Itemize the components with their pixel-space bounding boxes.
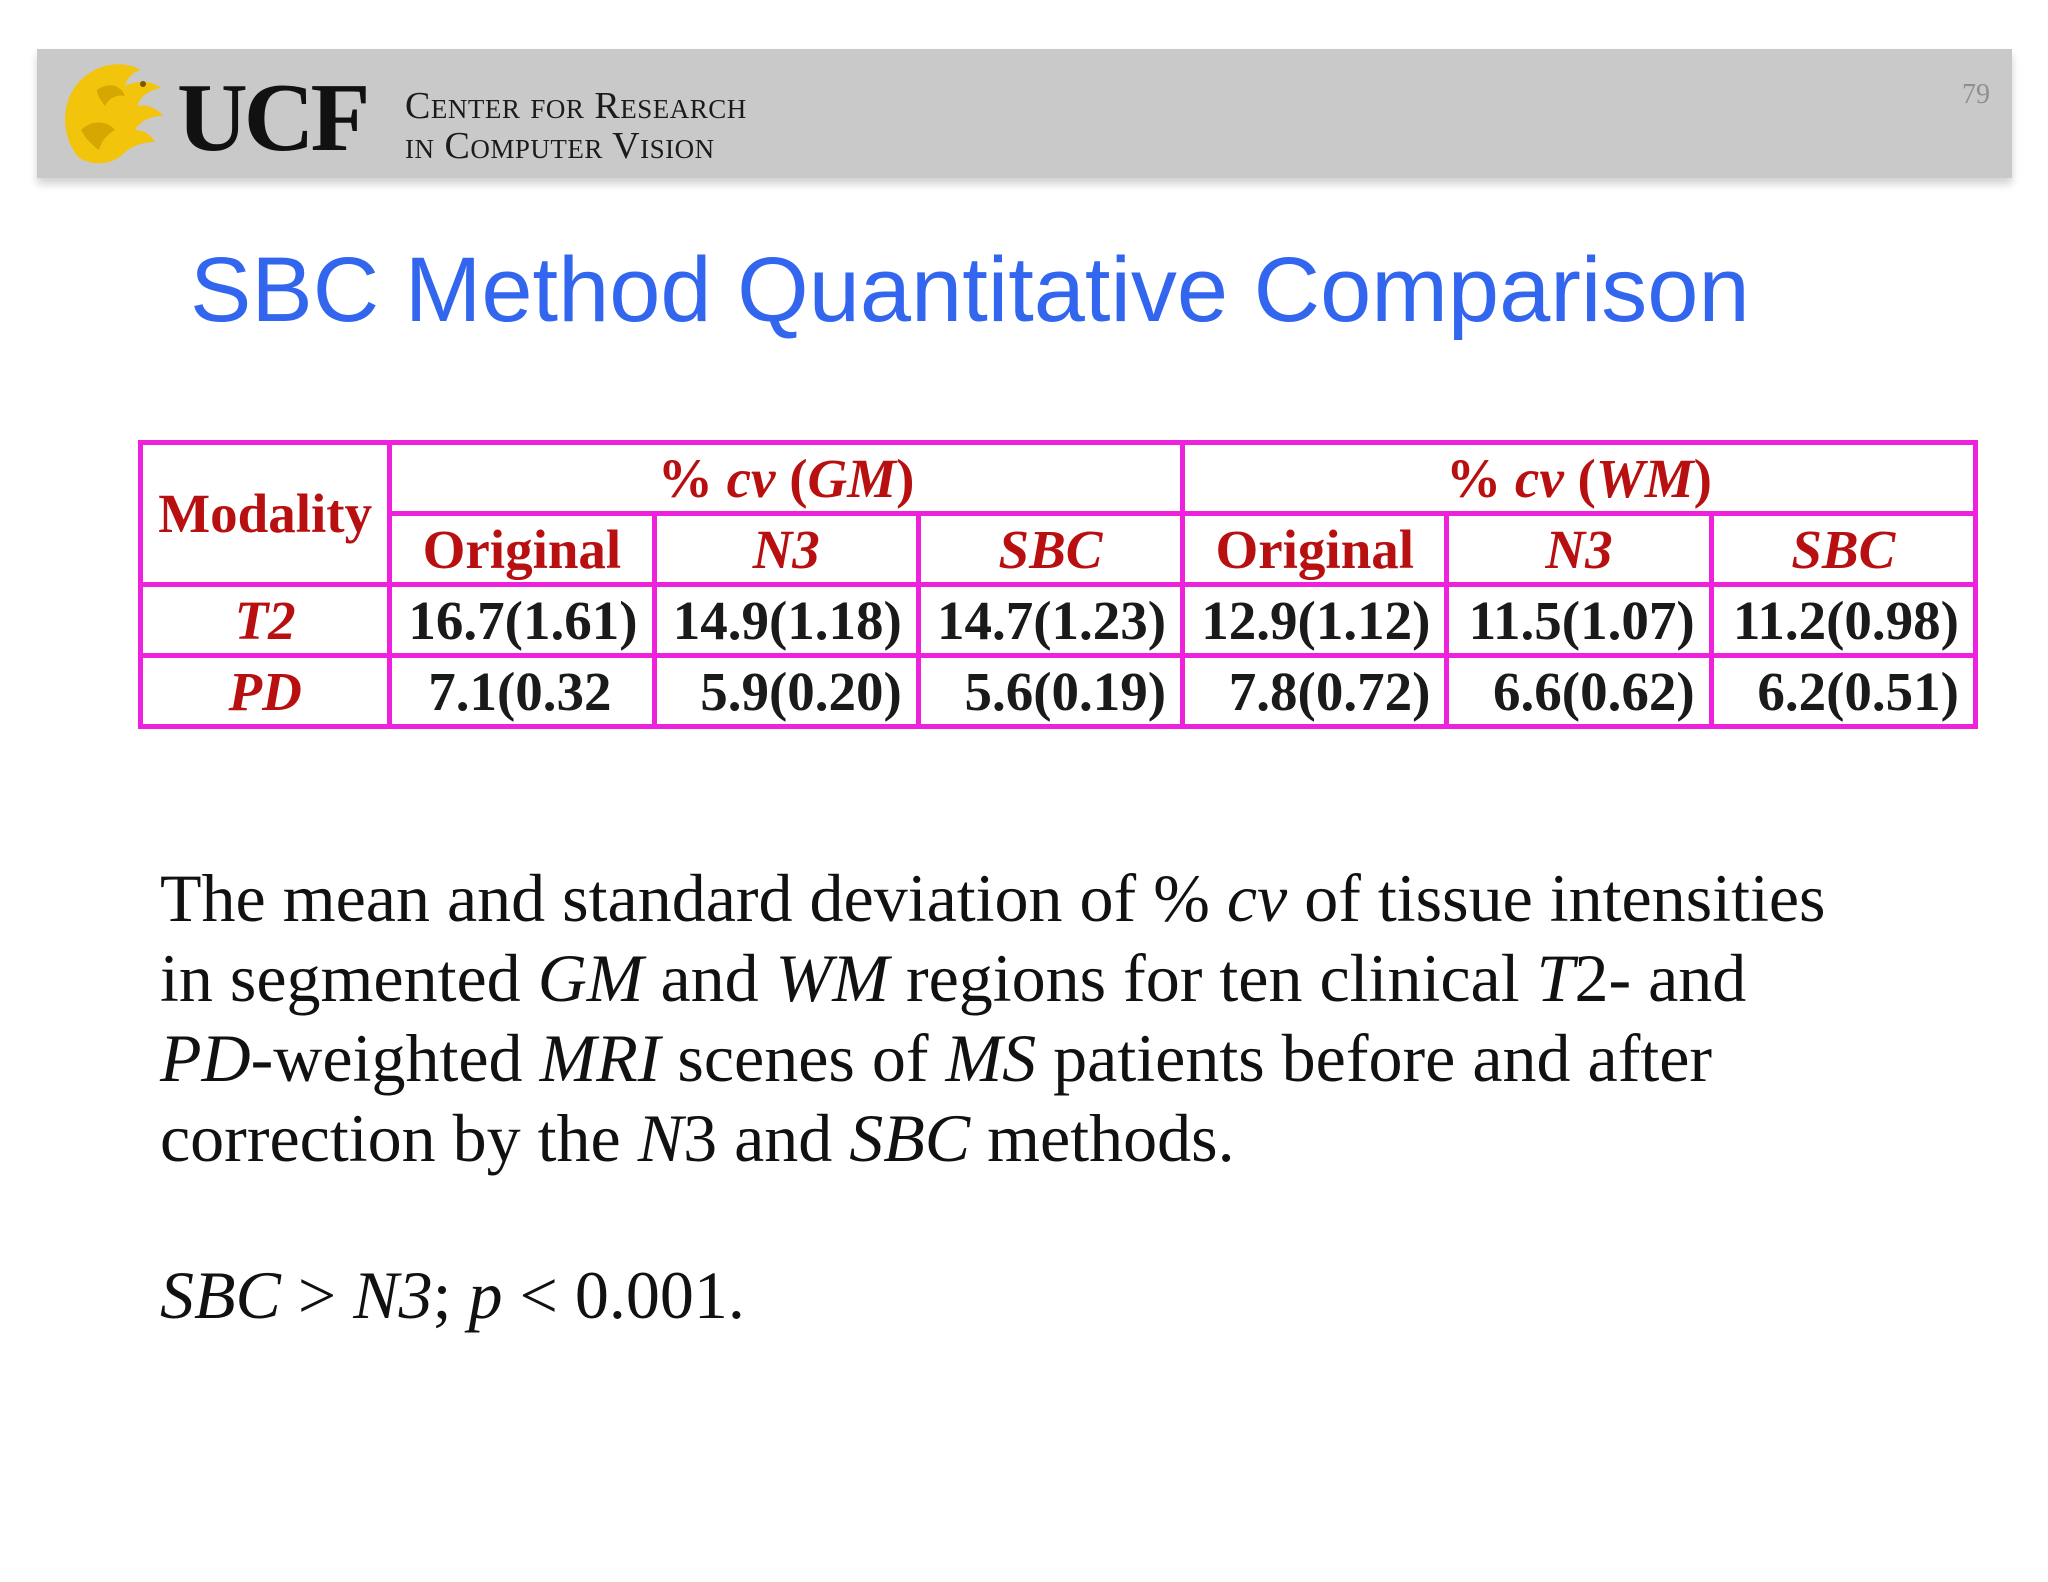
table-cell: 7.1(0.32	[387, 653, 657, 729]
table-row: PD 7.1(0.32 5.9(0.20) 5.6(0.19) 7.8(0.72…	[137, 653, 1979, 729]
caption-line-2: in segmented GM and WM regions for ten c…	[160, 940, 1747, 1016]
tagline-line-2: in Computer Vision	[405, 125, 715, 167]
table-cell: 7.8(0.72)	[1180, 653, 1450, 729]
table-cell: 5.9(0.20)	[651, 653, 921, 729]
caption-line-4: correction by the N3 and SBC methods.	[160, 1100, 1235, 1176]
table-cell: 11.2(0.98)	[1708, 582, 1979, 658]
logo-tagline: Center for Research in Computer Vision	[405, 87, 747, 165]
tagline-line-1: Center for Research	[405, 85, 747, 127]
subheader-sbc-wm: SBC	[1708, 511, 1979, 587]
table-cell: 14.7(1.23)	[915, 582, 1186, 658]
subheader-original-gm: Original	[387, 511, 657, 587]
header-banner: UCF Center for Research in Computer Visi…	[37, 49, 2012, 178]
table-row: T2 16.7(1.61) 14.9(1.18) 14.7(1.23) 12.9…	[137, 582, 1979, 658]
table-cell: 6.6(0.62)	[1444, 653, 1714, 729]
caption-line-1: The mean and standard deviation of % cv …	[160, 860, 1826, 936]
table-cell: 12.9(1.12)	[1180, 582, 1450, 658]
page-number: 79	[1962, 79, 1990, 110]
table-caption: The mean and standard deviation of % cv …	[160, 858, 1960, 1178]
modality-header: Modality	[137, 440, 393, 587]
subheader-n3-gm: N3	[651, 511, 921, 587]
subheader-original-wm: Original	[1180, 511, 1450, 587]
caption-line-3: PD-weighted MRI scenes of MS patients be…	[160, 1020, 1713, 1096]
subheader-n3-wm: N3	[1444, 511, 1714, 587]
table-header-row-methods: Original N3 SBC Original N3 SBC	[141, 511, 1979, 587]
subheader-sbc-gm: SBC	[915, 511, 1186, 587]
ucf-logo-text: UCF	[177, 64, 370, 172]
row-label-t2: T2	[137, 582, 393, 658]
table-cell: 14.9(1.18)	[651, 582, 921, 658]
row-label-pd: PD	[137, 653, 393, 729]
slide-title: SBC Method Quantitative Comparison	[190, 239, 1750, 341]
table-header-row-groups: Modality % cv (GM) % cv (WM)	[137, 440, 1978, 587]
pegasus-logo-icon	[65, 64, 163, 164]
table-cell: 11.5(1.07)	[1444, 582, 1714, 658]
group-header-wm: % cv (WM)	[1180, 440, 1978, 516]
table-cell: 5.6(0.19)	[915, 653, 1186, 729]
comparison-table: Modality % cv (GM) % cv (WM) Original N3…	[137, 440, 1979, 729]
table-cell: 6.2(0.51)	[1708, 653, 1979, 729]
group-header-gm: % cv (GM)	[387, 440, 1186, 516]
table-cell: 16.7(1.61)	[387, 582, 657, 658]
conclusion-statement: SBC > N3; p < 0.001.	[160, 1257, 745, 1333]
